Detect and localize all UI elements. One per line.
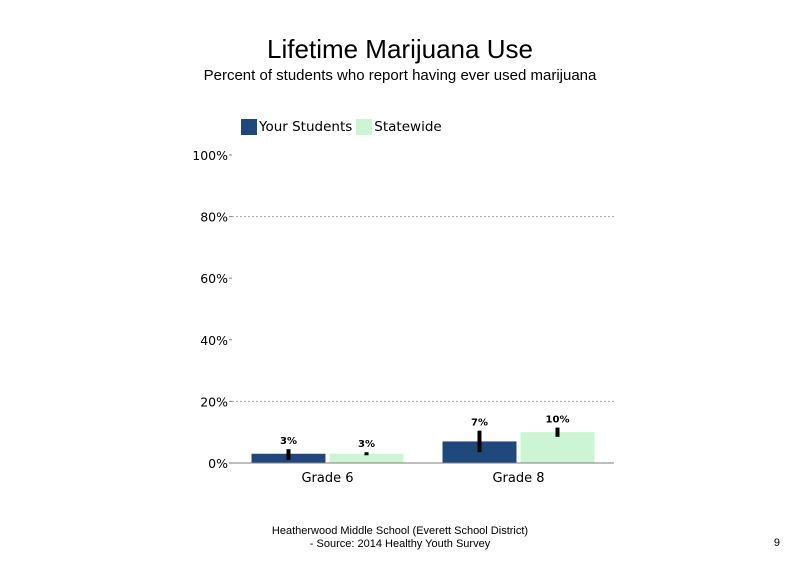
y-tick-label: 80% xyxy=(200,210,228,225)
legend-swatch-statewide xyxy=(356,119,373,135)
y-tick-label: 0% xyxy=(208,456,228,471)
data-label: 7% xyxy=(471,418,488,429)
legend: Your Students Statewide xyxy=(241,117,446,137)
data-label: 3% xyxy=(280,436,297,447)
footer-source: - Source: 2014 Healthy Youth Survey xyxy=(309,538,491,550)
footer-school: Heatherwood Middle School (Everett Schoo… xyxy=(271,525,529,537)
chart-subtitle: Percent of students who report having ev… xyxy=(203,67,597,84)
legend-swatch-your-students xyxy=(241,119,257,135)
y-tick-label: 20% xyxy=(200,394,228,409)
data-label: 10% xyxy=(546,415,570,426)
bar-statewide-grade-6 xyxy=(329,453,404,463)
x-category-label: Grade 6 xyxy=(301,471,353,486)
legend-item-your-students: Your Students xyxy=(241,119,352,135)
x-category-label: Grade 8 xyxy=(492,471,544,486)
legend-item-statewide: Statewide xyxy=(356,119,442,135)
y-tick-label: 40% xyxy=(200,333,228,348)
y-tick-label: 60% xyxy=(200,271,228,286)
y-tick-label: 100% xyxy=(192,148,228,163)
chart-title: Lifetime Marijuana Use xyxy=(267,34,533,64)
legend-label-your-students: Your Students xyxy=(259,119,353,135)
data-label: 3% xyxy=(358,439,375,450)
bar-statewide-grade-8 xyxy=(520,432,595,463)
legend-label-statewide: Statewide xyxy=(374,119,442,135)
page-number: 9 xyxy=(773,537,780,549)
footer: Heatherwood Middle School (Everett Schoo… xyxy=(240,525,560,551)
